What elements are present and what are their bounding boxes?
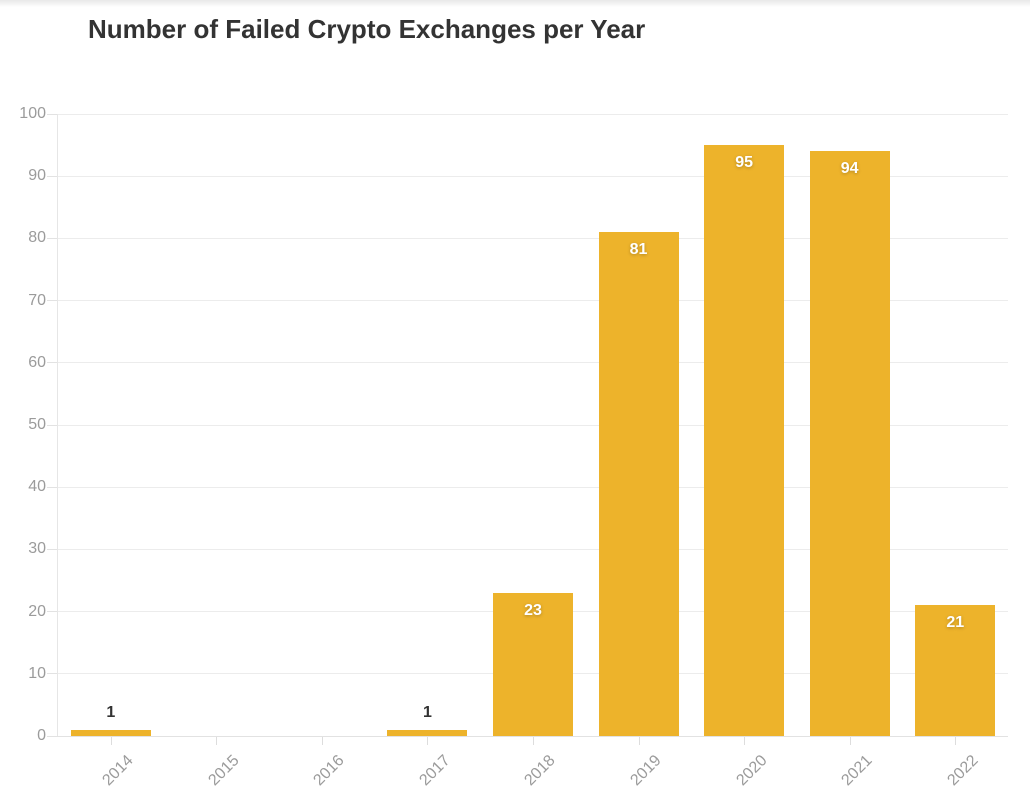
- bar-value-label: 23: [524, 601, 542, 619]
- y-axis-tick: [47, 611, 57, 613]
- y-axis-tick: [47, 113, 57, 115]
- x-axis-tick: [321, 737, 323, 745]
- x-axis-tick: [955, 737, 957, 745]
- bar[interactable]: [70, 729, 151, 736]
- bar[interactable]: [704, 145, 785, 736]
- y-axis-label: 0: [37, 727, 46, 744]
- y-axis-label: 100: [19, 105, 46, 122]
- top-edge-shadow: [0, 0, 1030, 7]
- bar-value-label: 81: [629, 241, 648, 259]
- y-axis-label: 90: [28, 167, 46, 185]
- y-axis-label: 60: [28, 353, 46, 371]
- x-axis-tick: [744, 737, 746, 745]
- bar[interactable]: [915, 605, 996, 736]
- x-axis-tick: [427, 737, 429, 745]
- y-gridline: [58, 424, 1008, 426]
- y-axis-label: 20: [28, 602, 46, 620]
- chart-title: Number of Failed Crypto Exchanges per Ye…: [88, 14, 646, 44]
- x-axis-label: 2022: [944, 752, 982, 790]
- y-axis-tick: [47, 175, 57, 177]
- y-axis-tick: [47, 300, 57, 302]
- bar[interactable]: [809, 151, 890, 736]
- y-gridline: [58, 486, 1008, 488]
- x-axis-label: 2017: [416, 752, 454, 790]
- x-axis-tick: [638, 737, 640, 745]
- bar-value-label: 94: [840, 160, 859, 178]
- y-axis-tick: [47, 735, 57, 737]
- y-axis-label: 80: [28, 229, 46, 247]
- y-axis-label: 10: [28, 664, 46, 682]
- y-axis-tick: [47, 424, 57, 426]
- x-axis-label: 2021: [838, 752, 876, 790]
- y-axis-label: 70: [28, 291, 46, 309]
- y-axis-label: 30: [28, 540, 46, 558]
- y-gridline: [58, 175, 1008, 177]
- bar[interactable]: [598, 232, 679, 736]
- bar[interactable]: [387, 729, 468, 736]
- x-axis-tick: [849, 737, 851, 745]
- y-axis-tick: [47, 673, 57, 675]
- x-axis-tick: [533, 737, 534, 745]
- x-axis-tick: [216, 737, 218, 745]
- bar-value-label: 21: [946, 614, 965, 632]
- x-axis-tick: [110, 737, 112, 745]
- x-axis-label: 2015: [205, 752, 243, 790]
- y-gridline: [58, 300, 1008, 302]
- y-axis-label: 40: [28, 478, 46, 496]
- y-axis-tick: [47, 486, 57, 488]
- y-axis-tick: [47, 237, 57, 239]
- y-axis-label: 50: [28, 416, 46, 433]
- y-gridline: [58, 237, 1008, 239]
- y-gridline: [58, 548, 1008, 550]
- bar-value-label: 95: [735, 154, 753, 172]
- x-axis-label: 2019: [627, 752, 665, 790]
- y-axis-line: [57, 114, 58, 736]
- y-axis-tick: [47, 362, 57, 364]
- x-axis-label: 2016: [310, 752, 348, 790]
- x-axis-label: 2018: [521, 752, 560, 790]
- y-axis-tick: [47, 548, 57, 550]
- x-axis-label: 2014: [99, 752, 137, 790]
- y-gridline: [58, 362, 1008, 364]
- x-axis-line: [57, 735, 1008, 737]
- bar-value-label: 1: [422, 703, 432, 721]
- bar-value-label: 1: [106, 703, 116, 721]
- y-gridline: [58, 113, 1008, 115]
- x-axis-label: 2020: [732, 752, 771, 790]
- bar[interactable]: [493, 592, 573, 736]
